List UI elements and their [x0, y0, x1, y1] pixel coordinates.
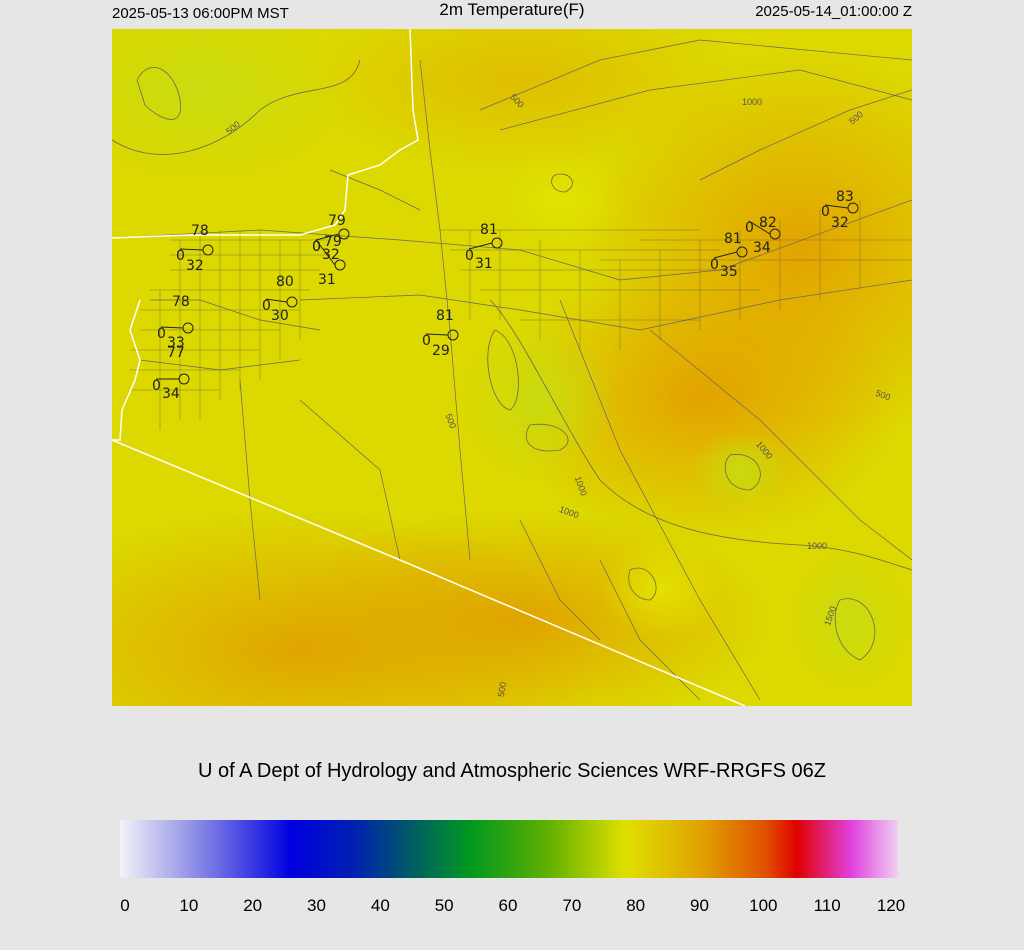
station-dewpoint: 33: [167, 335, 185, 351]
station-temp: 78: [172, 294, 190, 310]
station-dewpoint: 34: [753, 240, 771, 256]
station-wind: 0: [745, 220, 754, 236]
colorbar-tick-label: 60: [499, 896, 518, 915]
colorbar-tick-label: 90: [690, 896, 709, 915]
station-wind: 0: [312, 239, 321, 255]
station-temp: 83: [836, 189, 854, 205]
station-dewpoint: 30: [271, 308, 289, 324]
station-dewpoint: 31: [475, 256, 493, 272]
station-temp: 81: [436, 308, 454, 324]
station-wind: 0: [465, 248, 474, 264]
station-temp: 80: [276, 274, 294, 290]
map-field: [112, 29, 912, 706]
contour-label: 1000: [742, 97, 762, 107]
colorbar-tick-label: 20: [243, 896, 262, 915]
contour-label: 500: [874, 388, 892, 403]
valid-local-time: 2025-05-13 06:00PM MST: [112, 5, 289, 22]
station-dewpoint: 34: [162, 386, 180, 402]
colorbar-tick-label: 10: [179, 896, 198, 915]
station-stem: [315, 233, 340, 241]
station-temp: 78: [191, 223, 209, 239]
station-temp: 82: [759, 215, 777, 231]
station-dewpoint: 31: [318, 272, 336, 288]
colorbar-tick-label: 120: [877, 896, 905, 915]
station-wind: 0: [710, 257, 719, 273]
station-wind: 0: [312, 239, 321, 255]
station-wind: 0: [176, 248, 185, 264]
station-stem: [179, 248, 204, 251]
station-temp: 77: [167, 345, 185, 361]
colorbar-tick-label: 70: [562, 896, 581, 915]
station-dewpoint: 32: [831, 215, 849, 231]
station-wind: 0: [262, 298, 271, 314]
colorbar-tick-label: 0: [120, 896, 129, 915]
station-dewpoint: 32: [186, 258, 204, 274]
colorbar-ticks: 0 10 20 30 40 50 60 70 80 90 100 110 120: [120, 896, 905, 915]
station-dewpoint: 35: [720, 264, 738, 280]
station-stem: [468, 242, 493, 250]
colorbar-tick-label: 80: [626, 896, 645, 915]
station-stem: [425, 333, 449, 336]
station-temp: 81: [724, 231, 742, 247]
map-title: 2m Temperature(F): [439, 0, 584, 19]
colorbar-tick-label: 100: [749, 896, 777, 915]
station-dewpoint: 32: [322, 247, 340, 263]
station-stem: [265, 298, 288, 303]
contour-label: 500: [496, 681, 508, 698]
station-temp: 81: [480, 222, 498, 238]
station-wind: 0: [152, 378, 161, 394]
station-stem: [160, 326, 184, 329]
station-stem: [824, 204, 849, 209]
contour-label: 1000: [807, 541, 827, 551]
colorbar: [120, 820, 898, 878]
contour-label: 500: [444, 412, 459, 430]
station-stem: [748, 220, 771, 235]
station-stem: [315, 239, 336, 266]
station-dewpoint: 29: [432, 343, 450, 359]
colorbar-tick-label: 30: [307, 896, 326, 915]
colorbar-tick-label: 50: [435, 896, 454, 915]
station-wind: 0: [157, 326, 166, 342]
colorbar-tick-label: 40: [371, 896, 390, 915]
valid-utc-time: 2025-05-14_01:00:00 Z: [755, 3, 912, 20]
station-wind: 0: [422, 333, 431, 349]
station-stem: [713, 251, 738, 259]
credit-line: U of A Dept of Hydrology and Atmospheric…: [198, 760, 826, 782]
station-wind: 0: [821, 204, 830, 220]
station-temp: 79: [328, 213, 346, 229]
colorbar-tick-label: 110: [814, 896, 841, 915]
station-temp: 79: [324, 234, 342, 250]
